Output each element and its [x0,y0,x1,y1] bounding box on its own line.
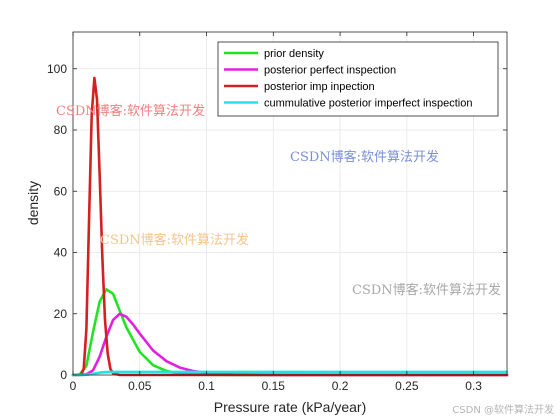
legend-label: posterior perfect inspection [264,65,396,77]
x-tick-label: 0.3 [465,379,482,393]
legend-box [217,41,499,117]
y-axis-label: density [25,181,41,225]
plot-frame [72,31,508,376]
watermark-text: CSDN @软件算法开发 [452,405,554,416]
y-tick-label: 20 [54,307,68,321]
x-tick-label: 0.25 [395,379,419,393]
y-tick-label: 100 [47,62,67,76]
y-tick-label: 80 [54,123,68,137]
legend-label: posterior imp inpection [264,81,375,93]
x-tick-label: 0.05 [128,379,152,393]
series-layer [71,76,509,377]
y-tick-label: 60 [54,184,68,198]
y-tick-label: 0 [60,368,67,382]
legend: prior density posterior perfect inspectio… [217,41,499,117]
y-tick-label: 40 [54,246,68,260]
x-tick-label: 0.15 [262,379,286,393]
watermark-text: CSDN博客:软件算法开发 [56,104,206,119]
watermark-text: CSDN博客:软件算法开发 [290,150,440,165]
x-tick-label: 0.1 [198,379,215,393]
watermark-text: CSDN博客:软件算法开发 [352,283,502,298]
tick-layer: 0 0.05 0.1 0.15 0.2 0.25 0.3 0 20 40 60 80 100 [47,32,507,393]
legend-label: prior density [264,48,324,60]
x-tick-label: 0 [70,379,77,393]
legend-label: cummulative posterior imperfect inspecti… [264,98,472,110]
x-tick-label: 0.2 [332,379,349,393]
watermark-text: CSDN博客:软件算法开发 [100,233,250,248]
x-axis-label: Pressure rate (kPa/year) [214,399,367,415]
series-line [71,312,509,377]
